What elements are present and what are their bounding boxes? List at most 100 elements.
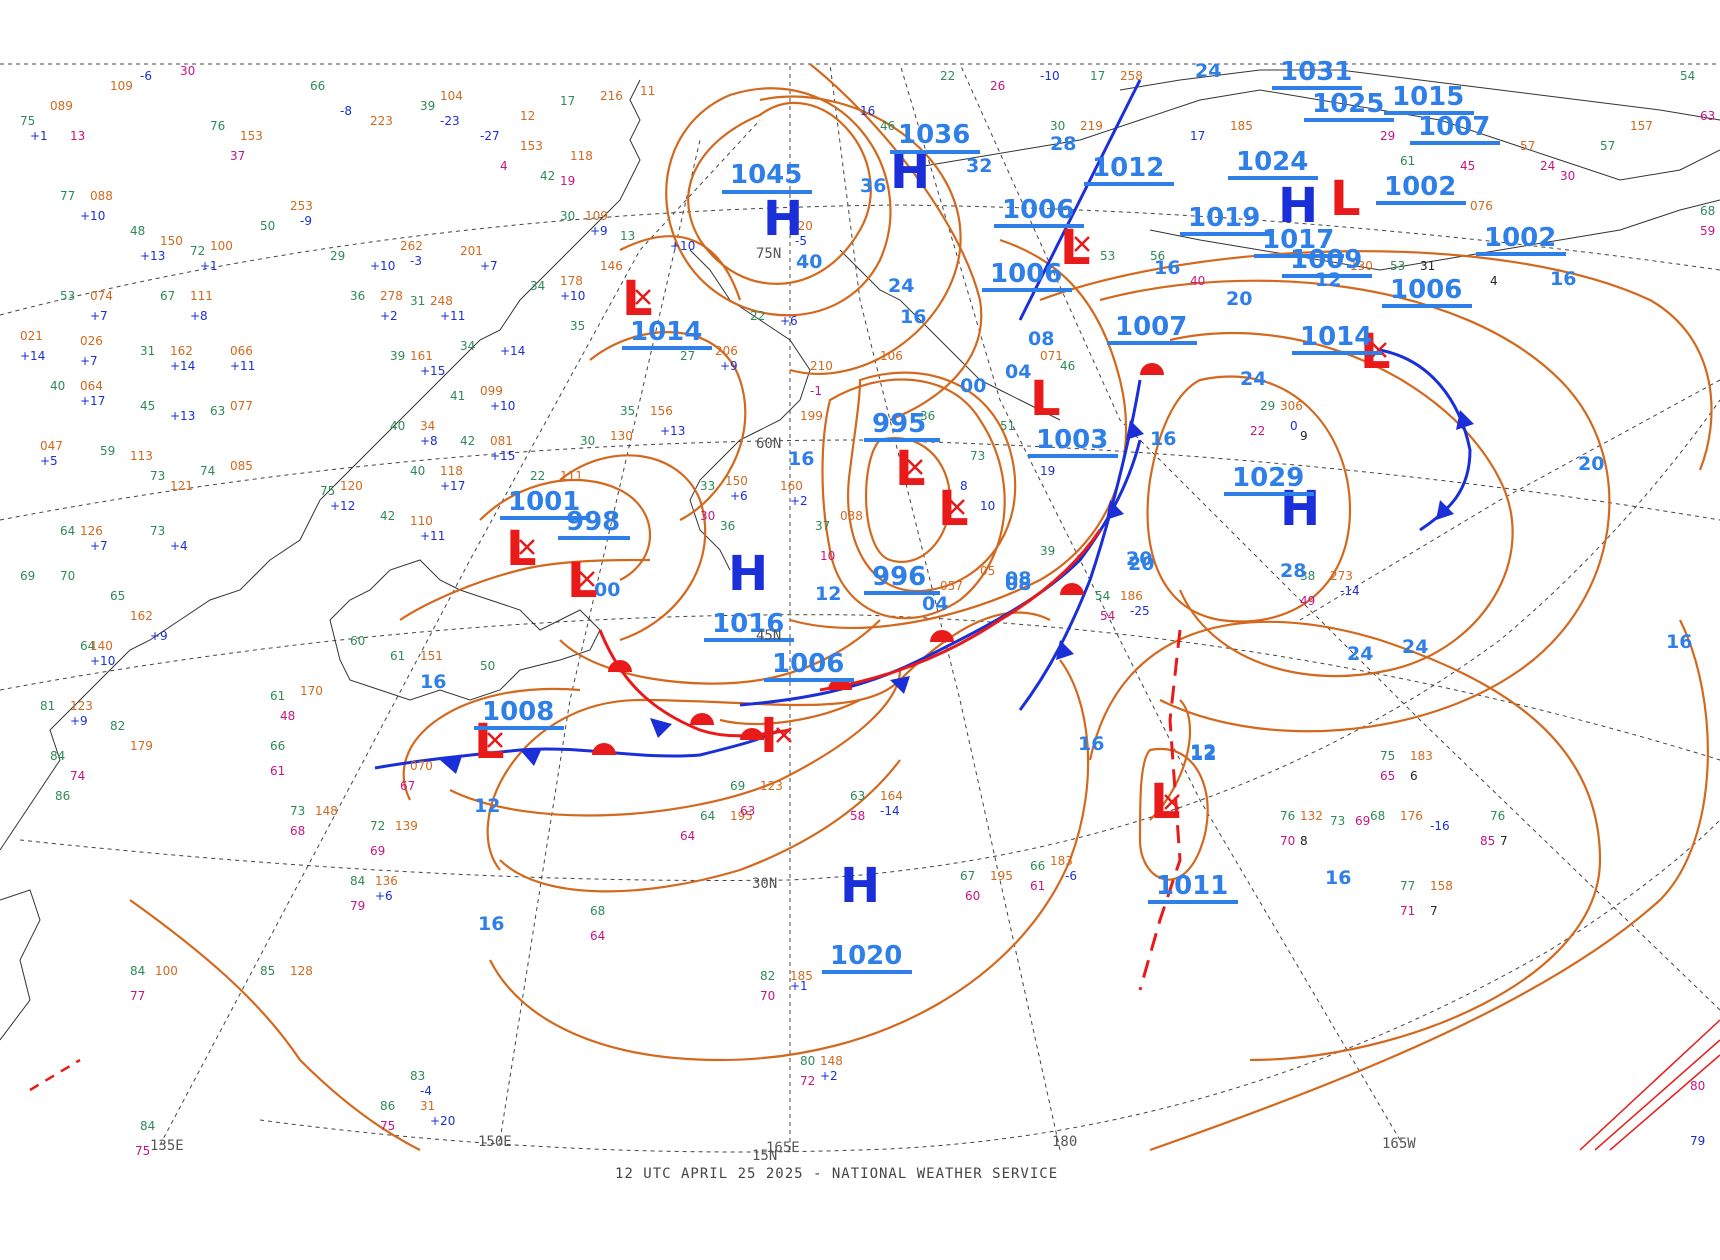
isobar-label: 24 [1195,60,1221,82]
svg-text:39: 39 [390,349,405,363]
low-center: L [622,271,653,327]
svg-text:128: 128 [290,964,313,978]
svg-text:54: 54 [1100,609,1115,623]
svg-text:61: 61 [270,689,285,703]
svg-text:12: 12 [520,109,535,123]
svg-text:0: 0 [1290,419,1298,433]
pressure-box: 1007 [1107,312,1197,345]
svg-text:31: 31 [420,1099,435,1113]
svg-text:199: 199 [800,409,823,423]
isobar-label: 20 [1578,453,1604,475]
svg-text:150: 150 [725,474,748,488]
svg-text:195: 195 [990,869,1013,883]
pressure-box: 1006 [764,649,854,682]
svg-text:262: 262 [400,239,423,253]
svg-text:320: 320 [790,219,813,233]
svg-text:4: 4 [500,159,508,173]
isobar-label: 00 [594,579,620,601]
svg-text:118: 118 [570,149,593,163]
svg-text:047: 047 [40,439,63,453]
pressure-value: 998 [566,507,620,537]
trough-southwest [29,1058,81,1092]
svg-text:+8: +8 [190,309,208,323]
low-center: L [1330,171,1361,227]
pressure-value: 1020 [830,941,902,971]
latitude-label: 75N [756,246,781,262]
svg-text:86: 86 [55,789,70,803]
svg-text:021: 021 [20,329,43,343]
svg-text:29: 29 [1260,399,1275,413]
isobar-label: 12 [474,795,500,817]
hatched-area [1579,1019,1720,1151]
svg-text:34: 34 [530,279,545,293]
svg-text:26: 26 [990,79,1005,93]
svg-text:+4: +4 [170,539,188,553]
pressure-box: 1003 [1028,425,1118,458]
svg-text:223: 223 [370,114,393,128]
svg-text:106: 106 [880,349,903,363]
low-center: L [895,441,926,497]
svg-text:-14: -14 [880,804,900,818]
cold-front-symbols [440,410,1474,774]
pressure-centers: H H H H H H L L L L L L L L L L L I [474,144,1391,914]
svg-text:40: 40 [390,419,405,433]
svg-text:-1: -1 [810,384,822,398]
svg-text:19: 19 [560,174,575,188]
svg-text:273: 273 [1330,569,1353,583]
fronts [29,79,1720,1151]
svg-text:53: 53 [60,289,75,303]
isobar-labels: 40 36 32 28 24 20 16 12 08 04 00 16 24 2… [420,60,1692,935]
svg-text:076: 076 [1470,199,1493,213]
pressure-box: 1006 [1382,275,1472,308]
svg-text:77: 77 [60,189,75,203]
svg-text:81: 81 [40,699,55,713]
svg-text:68: 68 [1370,809,1385,823]
svg-text:59: 59 [1700,224,1715,238]
svg-text:80: 80 [1690,1079,1705,1093]
svg-text:130: 130 [1350,259,1373,273]
svg-text:05: 05 [980,564,995,578]
svg-text:+13: +13 [140,249,165,263]
svg-text:76: 76 [210,119,225,133]
svg-text:63: 63 [1700,109,1715,123]
isobar-label: 20 [1126,548,1152,570]
pressure-box: 1017 [1254,225,1344,258]
isobar-label: 16 [478,913,504,935]
pressure-box: 1002 [1476,223,1566,256]
svg-text:30: 30 [180,64,195,78]
svg-text:+10: +10 [560,289,585,303]
longitude-label: 180 [1052,1134,1077,1150]
svg-text:53: 53 [1390,259,1405,273]
svg-text:67: 67 [160,289,175,303]
svg-text:29: 29 [330,249,345,263]
pressure-box: 1006 [982,259,1072,292]
isobar-label: 40 [796,251,822,273]
isobar-label: 12 [1190,743,1216,765]
svg-text:67: 67 [400,779,415,793]
svg-text:+6: +6 [375,889,393,903]
latitude-label: 30N [752,876,777,892]
svg-text:40: 40 [410,464,425,478]
pressure-box: 1029 [1224,463,1314,496]
svg-text:+15: +15 [490,449,515,463]
pressure-value: 1011 [1156,871,1228,901]
svg-text:104: 104 [440,89,463,103]
latitude-label: 60N [756,436,781,452]
isobar-label: 28 [1050,133,1076,155]
cold-front-far-east [1379,348,1472,532]
svg-text:72: 72 [190,244,205,258]
svg-text:29: 29 [1380,129,1395,143]
svg-text:22: 22 [940,69,955,83]
svg-text:58: 58 [850,809,865,823]
svg-text:160: 160 [780,479,803,493]
svg-text:110: 110 [410,514,433,528]
svg-text:099: 099 [480,384,503,398]
svg-text:63: 63 [740,804,755,818]
svg-text:57: 57 [1600,139,1615,153]
svg-text:+9: +9 [590,224,608,238]
low-center: L [567,553,598,609]
svg-text:31: 31 [1420,259,1435,273]
svg-text:31: 31 [140,344,155,358]
svg-text:123: 123 [760,779,783,793]
warm-front-symbols [592,363,1164,755]
